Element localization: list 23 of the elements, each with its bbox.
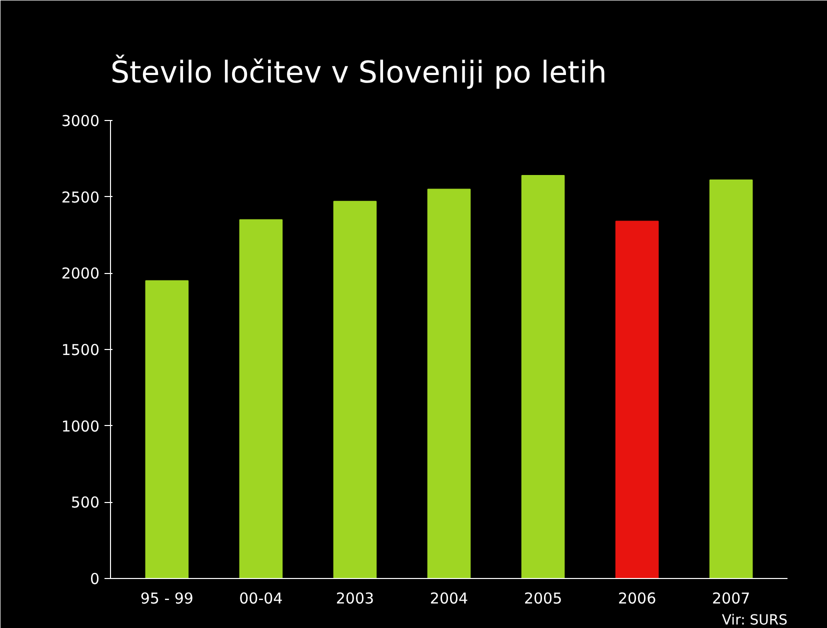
bar xyxy=(521,174,565,578)
bar xyxy=(239,219,283,578)
y-tick-label: 3000 xyxy=(61,112,100,130)
bar xyxy=(333,200,377,578)
y-tick-label: 500 xyxy=(70,494,100,512)
x-tick-label: 2003 xyxy=(336,590,374,608)
x-tick-label: 2006 xyxy=(618,590,656,608)
bar xyxy=(427,188,471,578)
x-tick-label: 2004 xyxy=(430,590,468,608)
x-tick-label: 2007 xyxy=(712,590,750,608)
y-tick-label: 1000 xyxy=(61,417,100,436)
y-tick-label: 1500 xyxy=(61,341,100,359)
chart-title: Število ločitev v Sloveniji po letih xyxy=(110,54,607,90)
text: Vir: SURS xyxy=(722,612,788,628)
bar xyxy=(615,220,659,578)
y-tick-label: 0 xyxy=(90,570,100,588)
y-tick-label: 2500 xyxy=(61,188,100,206)
bar xyxy=(145,280,189,578)
x-tick-label: 00-04 xyxy=(239,590,283,608)
y-tick-label: 2000 xyxy=(61,264,100,283)
x-tick-label: 95 - 99 xyxy=(140,590,194,608)
x-tick-label: 2005 xyxy=(524,590,562,608)
bar xyxy=(709,180,753,578)
